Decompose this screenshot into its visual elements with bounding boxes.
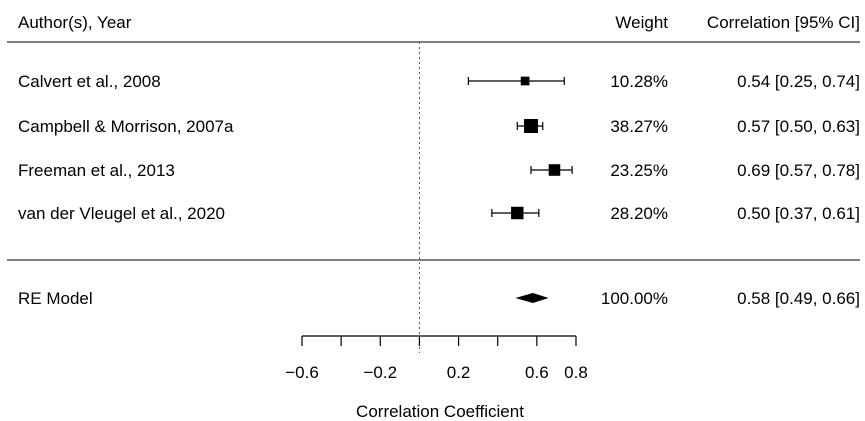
study-label: Freeman et al., 2013: [18, 161, 175, 180]
study-weight: 10.28%: [610, 72, 668, 91]
point-estimate: [548, 164, 561, 176]
study-row: van der Vleugel et al., 2020 28.20% 0.50 […: [18, 204, 860, 223]
study-row: Campbell & Morrison, 2007a 38.27% 0.57 [0.…: [18, 117, 860, 136]
header-weight: Weight: [615, 13, 668, 32]
study-label: van der Vleugel et al., 2020: [18, 204, 225, 223]
study-estimate-ci: 0.50 [0.37, 0.61]: [737, 204, 860, 223]
study-row: Freeman et al., 2013 23.25% 0.69 [0.57, 0.…: [18, 161, 860, 180]
summary-weight: 100.00%: [601, 289, 668, 308]
summary-estimate-ci: 0.58 [0.49, 0.66]: [737, 289, 860, 308]
x-tick-label: −0.2: [364, 363, 398, 382]
point-estimate: [511, 206, 524, 220]
x-tick-label: −0.6: [285, 363, 319, 382]
point-estimate: [523, 119, 538, 133]
x-tick-label: 0.2: [447, 363, 471, 382]
point-estimate: [520, 76, 530, 86]
x-axis: −0.6 −0.2 0.2 0.6 0.8: [285, 335, 588, 382]
summary-diamond: [515, 293, 549, 303]
header-estimate: Correlation [95% CI]: [707, 13, 860, 32]
x-tick-label: 0.6: [525, 363, 549, 382]
study-row: Calvert et al., 2008 10.28% 0.54 [0.25, 0.…: [18, 72, 860, 91]
study-estimate-ci: 0.69 [0.57, 0.78]: [737, 161, 860, 180]
study-estimate-ci: 0.57 [0.50, 0.63]: [737, 117, 860, 136]
study-rows: Calvert et al., 2008 10.28% 0.54 [0.25, 0.…: [18, 72, 860, 223]
x-axis-label: Correlation Coefficient: [356, 402, 524, 421]
summary-label: RE Model: [18, 289, 93, 308]
x-tick-label: 0.8: [564, 363, 588, 382]
study-weight: 23.25%: [610, 161, 668, 180]
study-label: Calvert et al., 2008: [18, 72, 161, 91]
header-study: Author(s), Year: [18, 13, 132, 32]
study-estimate-ci: 0.54 [0.25, 0.74]: [737, 72, 860, 91]
summary-row: RE Model 100.00% 0.58 [0.49, 0.66]: [18, 289, 860, 308]
study-label: Campbell & Morrison, 2007a: [18, 117, 234, 136]
study-weight: 28.20%: [610, 204, 668, 223]
study-weight: 38.27%: [610, 117, 668, 136]
